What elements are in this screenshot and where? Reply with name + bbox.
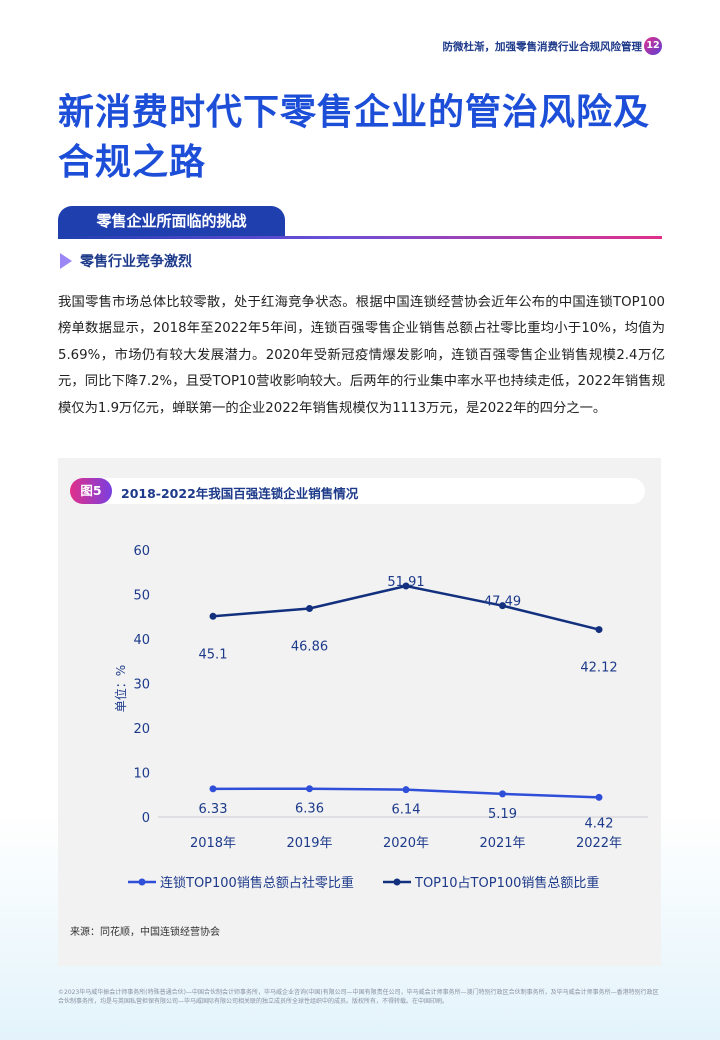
data-point [595,626,603,634]
data-label: 6.33 [199,802,228,817]
y-axis-label: 单位：% [113,665,128,712]
data-point [499,790,506,798]
y-tick-label: 0 [142,811,150,826]
data-label: 6.36 [295,802,324,817]
page-title: 新消费时代下零售企业的管治风险及合规之路 [58,92,651,183]
y-tick-label: 10 [133,767,150,782]
figure-caption-pill [70,478,645,504]
data-label: 45.1 [199,647,228,662]
figure-title: 2018-2022年我国百强连锁企业销售情况 [121,486,359,501]
legend-label: 连锁TOP100销售总额占社零比重 [160,875,354,891]
body-paragraph: 我国零售市场总体比较零散，处于红海竞争状态。根据中国连锁经营协会近年公布的中国连… [58,295,665,416]
data-point [209,785,217,793]
data-label: 46.86 [291,639,328,654]
y-tick-label: 40 [133,633,150,648]
page-number-badge: 12 [644,37,662,55]
data-point [306,785,313,793]
data-point [402,582,410,590]
data-label: 51.91 [387,575,424,590]
data-point [499,602,506,610]
x-tick-label: 2020年 [383,836,429,851]
y-tick-label: 50 [133,589,150,604]
legend-swatch-marker [393,878,401,886]
line-chart: 0 10 20 30 40 50 60 单位：% 2018年 2019年 2020年 2021年 202… [113,544,648,891]
legend-label: TOP10占TOP100销售总额比重 [414,875,599,891]
data-label: 47.49 [484,595,521,610]
legend-swatch-marker [138,878,146,886]
data-point [402,786,410,794]
running-header: 防微杜渐，加强零售消费行业合规风险管理 [442,41,643,53]
data-label: 42.12 [580,661,617,676]
data-label: 4.42 [585,816,614,831]
data-label: 6.14 [392,803,421,818]
x-tick-label: 2022年 [576,836,622,851]
y-tick-label: 20 [133,722,150,737]
x-tick-label: 2018年 [190,836,236,851]
section-divider [58,236,662,239]
x-tick-label: 2019年 [286,836,332,851]
series-line [212,584,600,631]
data-point [595,793,603,801]
figure-badge: 图5 [70,478,112,504]
x-tick-label: 2021年 [479,836,525,851]
section-title: 零售企业所面临的挑战 [58,206,285,237]
data-point [209,612,217,620]
data-label: 5.19 [488,807,517,822]
figure-source: 来源：同花顺，中国连锁经营协会 [70,927,220,938]
data-point [306,604,313,612]
y-tick-label: 60 [133,544,150,559]
footer-copyright: ©2023毕马威华振会计师事务所(特殊普通合伙)—中国合伙制会计师事务所，毕马威… [58,989,659,1005]
figure-panel [58,458,661,966]
arrow-icon [60,253,72,269]
subsection-title: 零售行业竞争激烈 [80,254,192,270]
y-tick-label: 30 [133,678,150,693]
